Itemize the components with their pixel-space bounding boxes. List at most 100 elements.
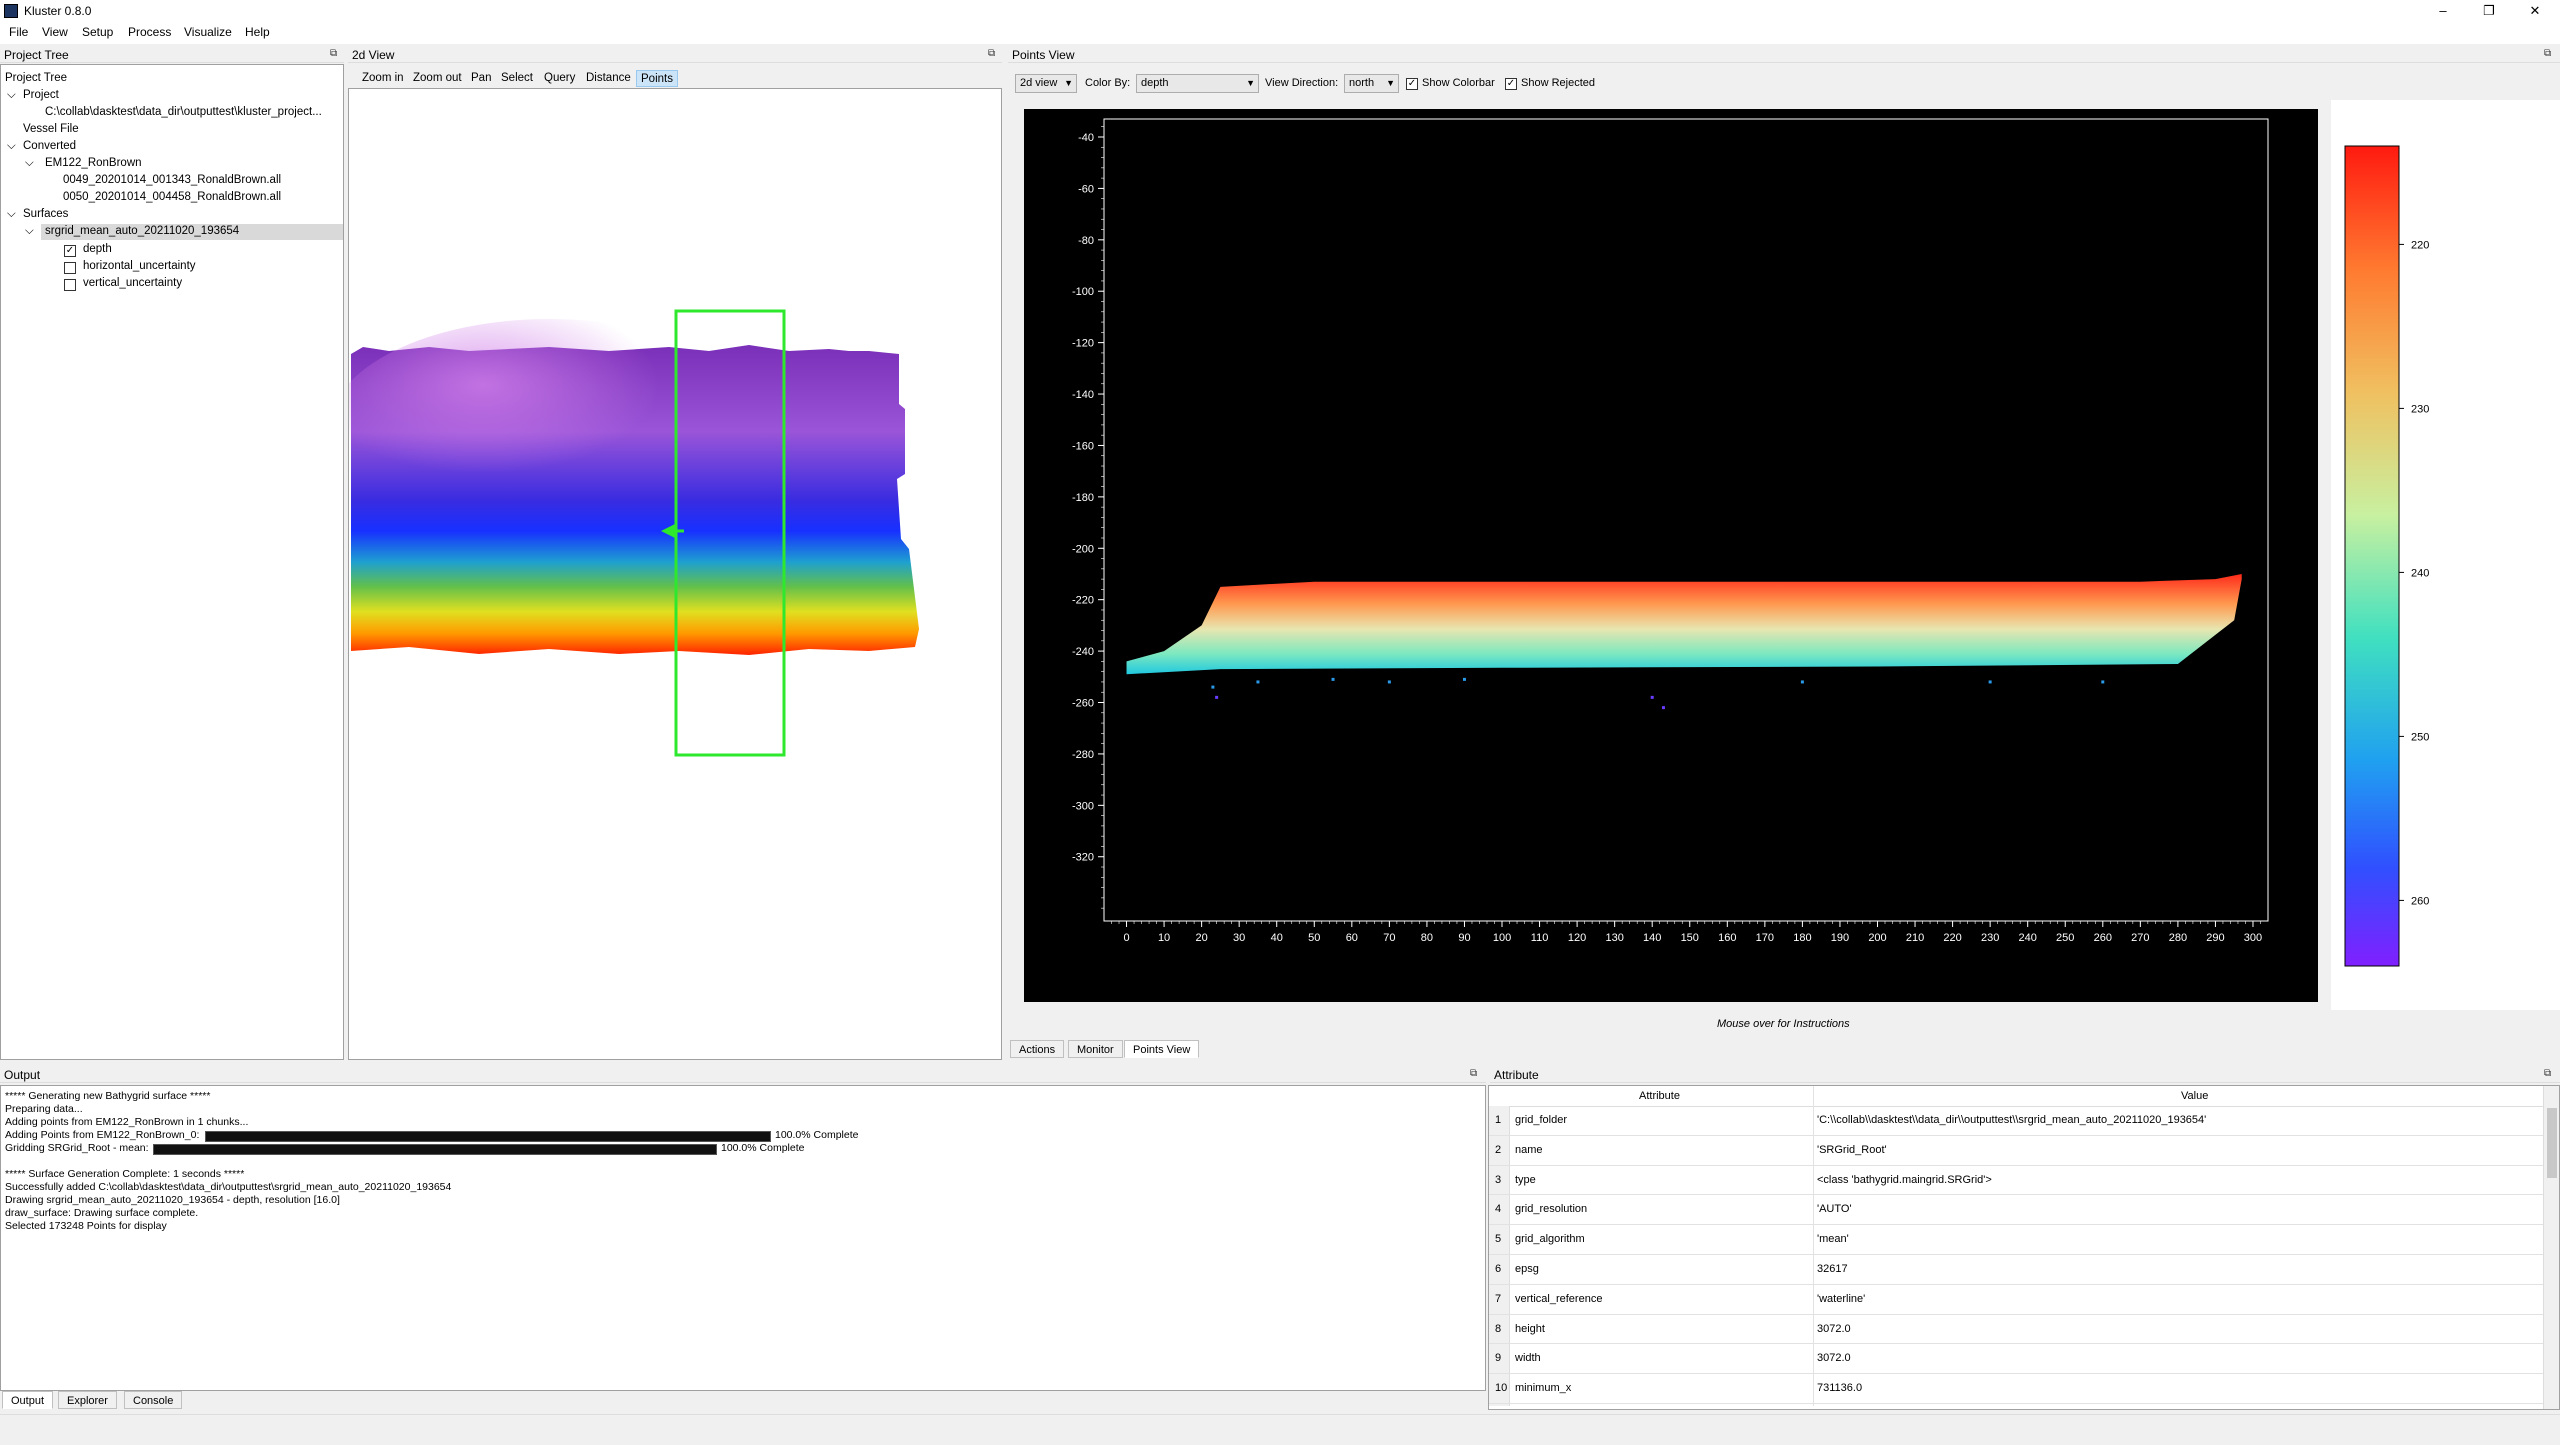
- tree-item-project[interactable]: Project: [23, 89, 59, 101]
- color-by-dropdown[interactable]: depth ▼: [1136, 74, 1259, 93]
- pan-button[interactable]: Pan: [471, 72, 492, 84]
- surface-map[interactable]: [349, 89, 1001, 1059]
- layer-depth-checkbox[interactable]: ✓: [64, 245, 76, 257]
- table-row[interactable]: 3 type <class 'bathygrid.maingrid.SRGrid'>: [1489, 1166, 2543, 1196]
- dock-float-icon[interactable]: ⧉: [1470, 1068, 1478, 1079]
- menu-setup[interactable]: Setup: [82, 25, 114, 39]
- tree-item-project-path[interactable]: C:\collab\dasktest\data_dir\outputtest\k…: [45, 106, 322, 118]
- table-row[interactable]: 2 name 'SRGrid_Root': [1489, 1136, 2543, 1166]
- layer-horizontal-uncertainty-checkbox[interactable]: [64, 262, 76, 274]
- output-line: Successfully added C:\collab\dasktest\da…: [5, 1181, 452, 1193]
- colorbar-gradient: [2344, 145, 2400, 967]
- x-tick-label: 130: [1605, 932, 1623, 944]
- menu-bar: [0, 22, 2560, 44]
- chevron-down-icon[interactable]: ⌵: [7, 89, 16, 101]
- distance-button[interactable]: Distance: [586, 72, 631, 84]
- menu-process[interactable]: Process: [128, 25, 172, 39]
- outlier-point: [1988, 680, 1992, 684]
- zoom-out-button[interactable]: Zoom out: [413, 72, 462, 84]
- tab-monitor[interactable]: Monitor: [1068, 1040, 1123, 1058]
- x-tick-label: 180: [1793, 932, 1811, 944]
- column-header-value[interactable]: Value: [2181, 1090, 2209, 1102]
- attribute-value: 'C:\\collab\\dasktest\\data_dir\\outputt…: [1817, 1114, 2207, 1126]
- chevron-down-icon[interactable]: ⌵: [7, 208, 16, 220]
- instructions-hint[interactable]: Mouse over for Instructions: [1717, 1018, 1850, 1030]
- attribute-name: width: [1515, 1352, 1541, 1365]
- y-tick-label: -240: [1072, 646, 1094, 658]
- view-mode-dropdown[interactable]: 2d view ▼: [1015, 74, 1077, 93]
- select-button[interactable]: Select: [501, 72, 533, 84]
- tree-item-vessel-file[interactable]: Vessel File: [23, 123, 79, 135]
- dock-float-icon[interactable]: ⧉: [330, 48, 338, 59]
- tree-item-converted[interactable]: Converted: [23, 140, 77, 152]
- app-icon: [4, 4, 18, 18]
- tree-item-line[interactable]: 0050_20201014_004458_RonaldBrown.all: [63, 191, 282, 203]
- tab-console[interactable]: Console: [124, 1391, 183, 1409]
- show-rejected-label: Show Rejected: [1521, 77, 1595, 89]
- chevron-down-icon[interactable]: ⌵: [25, 225, 34, 237]
- x-tick-label: 120: [1568, 932, 1586, 944]
- table-row[interactable]: 1 grid_folder 'C:\\collab\\dasktest\\data_…: [1489, 1106, 2543, 1136]
- tree-item-line[interactable]: 0049_20201014_001343_RonaldBrown.all: [63, 174, 282, 186]
- tab-explorer[interactable]: Explorer: [58, 1391, 117, 1409]
- x-tick-label: 280: [2169, 932, 2187, 944]
- table-row[interactable]: 5 grid_algorithm 'mean': [1489, 1225, 2543, 1255]
- output-line: ***** Surface Generation Complete: 1 sec…: [5, 1168, 245, 1180]
- colorbar-tick-label: 220: [2411, 239, 2429, 251]
- row-header-column: [1489, 1106, 1510, 1406]
- dock-float-icon[interactable]: ⧉: [2544, 48, 2552, 59]
- map-canvas[interactable]: [348, 88, 1002, 1060]
- view-direction-label: View Direction:: [1265, 77, 1339, 89]
- output-console[interactable]: ***** Generating new Bathygrid surface *…: [0, 1085, 1486, 1391]
- query-button[interactable]: Query: [544, 72, 576, 84]
- restore-button[interactable]: ❐: [2483, 3, 2495, 18]
- x-tick-label: 70: [1383, 932, 1395, 944]
- menu-visualize[interactable]: Visualize: [184, 25, 232, 39]
- minimize-button[interactable]: –: [2439, 3, 2447, 18]
- table-row[interactable]: 4 grid_resolution 'AUTO': [1489, 1195, 2543, 1226]
- y-tick-label: -100: [1072, 286, 1094, 298]
- tab-actions[interactable]: Actions: [1010, 1040, 1065, 1058]
- chevron-down-icon[interactable]: ⌵: [25, 157, 34, 169]
- show-colorbar-checkbox[interactable]: ✓: [1406, 78, 1418, 90]
- view-direction-value: north: [1349, 77, 1375, 89]
- chevron-down-icon[interactable]: ⌵: [7, 140, 16, 152]
- points-chart-area[interactable]: -40 -60 -80 -100 -120 -140 -160 -180 -200 -220 -24…: [1024, 109, 2318, 1002]
- dock-float-icon[interactable]: ⧉: [988, 48, 996, 59]
- view-direction-dropdown[interactable]: north ▼: [1344, 74, 1399, 93]
- points-scatter-chart[interactable]: -40 -60 -80 -100 -120 -140 -160 -180 -200 -220 -24…: [1024, 109, 2318, 1002]
- output-line: Adding points from EM122_RonBrown in 1 c…: [5, 1116, 249, 1128]
- tree-item-surface[interactable]: srgrid_mean_auto_20211020_193654: [45, 225, 240, 237]
- attribute-value: 'waterline': [1817, 1292, 1866, 1305]
- x-tick-label: 190: [1831, 932, 1849, 944]
- tree-item-surfaces[interactable]: Surfaces: [23, 208, 69, 220]
- table-row[interactable]: 10 minimum_x 731136.0: [1489, 1374, 2543, 1404]
- dock-float-icon[interactable]: ⧉: [2544, 1068, 2552, 1079]
- show-rejected-checkbox[interactable]: ✓: [1505, 78, 1517, 90]
- attribute-name: height: [1515, 1322, 1545, 1335]
- layer-vertical-uncertainty-checkbox[interactable]: [64, 279, 76, 291]
- points-view-dock-title: Points View: [1012, 48, 1075, 62]
- zoom-in-button[interactable]: Zoom in: [362, 72, 404, 84]
- tree-item-vessel[interactable]: EM122_RonBrown: [45, 157, 142, 169]
- project-tree-panel: Project Tree ⌵ Project C:\collab\dasktes…: [0, 64, 344, 1060]
- tab-output[interactable]: Output: [2, 1391, 54, 1409]
- row-number: 9: [1495, 1352, 1502, 1365]
- close-button[interactable]: ✕: [2529, 3, 2541, 18]
- vertical-scrollbar[interactable]: [2543, 1086, 2559, 1409]
- menu-view[interactable]: View: [42, 25, 68, 39]
- table-row[interactable]: 7 vertical_reference 'waterline': [1489, 1285, 2543, 1315]
- column-header-attribute[interactable]: Attribute: [1639, 1090, 1680, 1102]
- table-row[interactable]: 9 width 3072.0: [1489, 1344, 2543, 1375]
- table-row[interactable]: 8 height 3072.0: [1489, 1315, 2543, 1345]
- colorbar-tick-label: 230: [2411, 403, 2429, 415]
- x-tick-label: 30: [1233, 932, 1245, 944]
- scrollbar-thumb[interactable]: [2547, 1108, 2557, 1178]
- table-row[interactable]: 6 epsg 32617: [1489, 1255, 2543, 1285]
- points-button[interactable]: Points: [636, 70, 678, 87]
- attribute-table[interactable]: Attribute Value 1 grid_folder 'C:\\collab\…: [1488, 1085, 2560, 1410]
- x-tick-label: 110: [1531, 932, 1549, 944]
- menu-help[interactable]: Help: [245, 25, 270, 39]
- menu-file[interactable]: File: [9, 25, 29, 39]
- tab-points-view[interactable]: Points View: [1124, 1040, 1200, 1058]
